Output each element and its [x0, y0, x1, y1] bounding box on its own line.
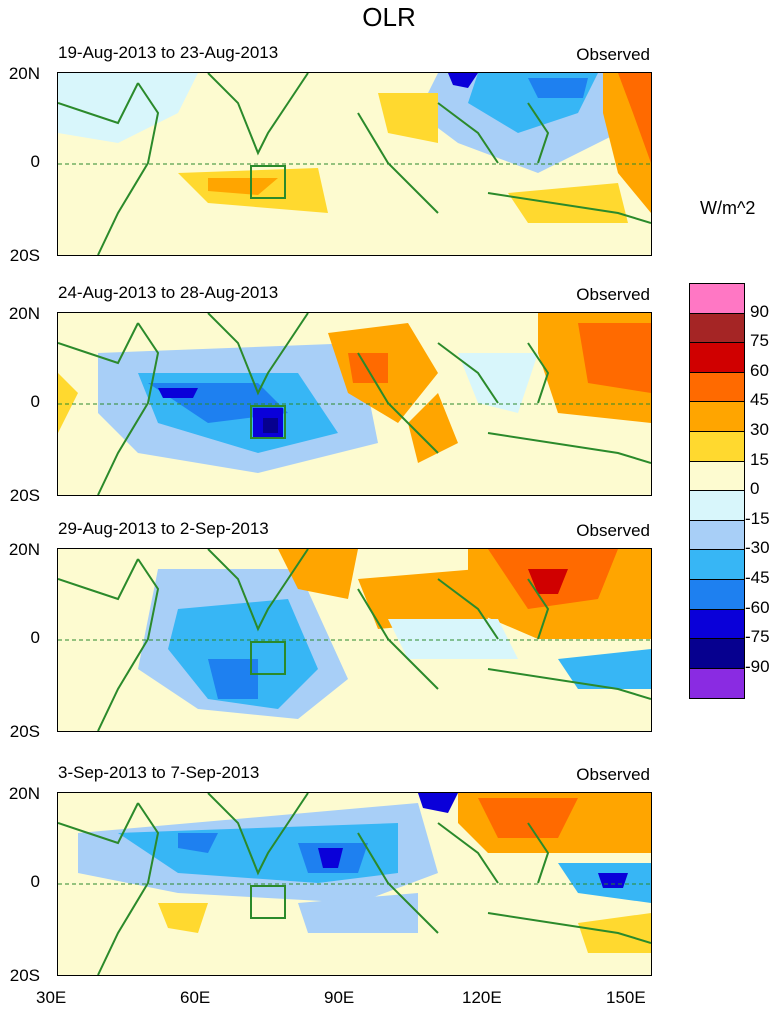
- lat-label-20n: 20N: [8, 304, 40, 323]
- colorbar-label: 15: [750, 449, 769, 469]
- colorbar-swatch: [690, 402, 744, 432]
- colorbar-label: -75: [745, 627, 770, 647]
- lat-label-20s: 20S: [9, 246, 40, 265]
- lat-label-20s: 20S: [9, 486, 40, 505]
- panel-1-period: 19-Aug-2013 to 23-Aug-2013: [58, 43, 279, 62]
- panel-3-map: [57, 548, 652, 732]
- lat-label-20n: 20N: [8, 64, 40, 83]
- colorbar-unit: W/m^2: [700, 198, 756, 218]
- colorbar-swatch: [690, 461, 744, 492]
- panel-1: 19-Aug-2013 to 23-Aug-2013 Observed 20N …: [0, 40, 778, 265]
- panel-1-map: [57, 72, 652, 256]
- colorbar-label: -90: [745, 656, 770, 676]
- colorbar-label: -60: [745, 597, 770, 617]
- colorbar-swatch: [690, 313, 744, 344]
- lat-label-eq: 0: [30, 392, 40, 411]
- panel-4-period: 3-Sep-2013 to 7-Sep-2013: [58, 763, 260, 782]
- lon-label-150e: 150E: [606, 988, 646, 1007]
- colorbar-label: 45: [750, 390, 769, 410]
- lon-label-60e: 60E: [180, 988, 211, 1007]
- panel-2-map: [57, 312, 652, 496]
- colorbar-label: 75: [750, 331, 769, 351]
- lat-label-eq: 0: [30, 872, 40, 891]
- panel-3-period: 29-Aug-2013 to 2-Sep-2013: [58, 519, 269, 538]
- colorbar-swatch: [690, 520, 744, 551]
- panel-4-observed-label: Observed: [576, 765, 650, 784]
- colorbar-swatch: [690, 343, 744, 373]
- panel-4: 3-Sep-2013 to 7-Sep-2013 Observed 20N 0 …: [0, 760, 778, 985]
- colorbar: [689, 283, 745, 700]
- colorbar-label: -15: [745, 508, 770, 528]
- lat-label-20s: 20S: [9, 722, 40, 741]
- colorbar-label: -30: [745, 538, 770, 558]
- lon-label-30e: 30E: [36, 988, 67, 1007]
- colorbar-label: 60: [750, 360, 769, 380]
- chart-title: OLR: [362, 2, 416, 32]
- colorbar-swatch: [690, 491, 744, 521]
- colorbar-swatch: [690, 284, 744, 314]
- lat-label-20n: 20N: [8, 540, 40, 559]
- colorbar-swatch: [690, 639, 744, 669]
- panel-2-period: 24-Aug-2013 to 28-Aug-2013: [58, 283, 279, 302]
- colorbar-swatch: [690, 372, 744, 403]
- lat-label-20n: 20N: [8, 784, 40, 803]
- lat-label-20s: 20S: [9, 966, 40, 985]
- panel-3-observed-label: Observed: [576, 521, 650, 540]
- panel-1-observed-label: Observed: [576, 45, 650, 64]
- colorbar-label: 30: [750, 420, 769, 439]
- lat-label-eq: 0: [30, 628, 40, 647]
- colorbar-label: -45: [745, 568, 770, 587]
- colorbar-label: 0: [750, 479, 760, 499]
- panel-2-observed-label: Observed: [576, 285, 650, 304]
- colorbar-swatch: [690, 579, 744, 610]
- colorbar-label: 90: [750, 301, 769, 321]
- colorbar-swatch: [690, 668, 744, 699]
- panel-4-map: [57, 792, 652, 976]
- colorbar-swatch: [690, 609, 744, 640]
- lon-label-120e: 120E: [462, 988, 502, 1007]
- panel-3: 29-Aug-2013 to 2-Sep-2013 Observed 20N 0…: [0, 516, 778, 741]
- colorbar-swatch: [690, 550, 744, 580]
- lon-label-90e: 90E: [324, 988, 355, 1007]
- colorbar-swatch: [690, 431, 744, 462]
- panel-2: 24-Aug-2013 to 28-Aug-2013 Observed 20N …: [0, 280, 778, 505]
- lat-label-eq: 0: [30, 152, 40, 171]
